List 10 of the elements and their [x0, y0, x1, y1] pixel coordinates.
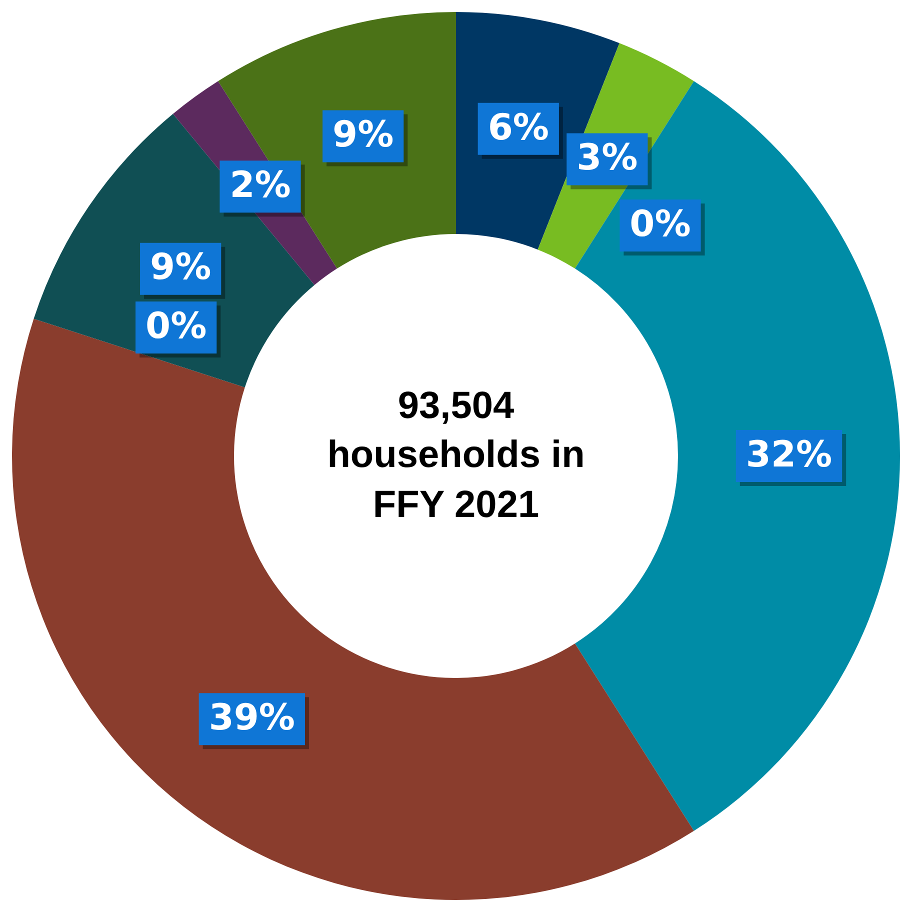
data-label: 32% — [746, 434, 832, 476]
data-label: 9% — [150, 247, 212, 288]
data-label: 3% — [576, 138, 638, 179]
data-label: 9% — [332, 114, 394, 156]
data-label: 39% — [208, 697, 295, 738]
text: 0% — [146, 306, 207, 347]
data-label: 6% — [488, 107, 549, 148]
text: 93,504 households in FFY 2021 — [326, 384, 586, 528]
data-label: 2% — [230, 164, 291, 206]
text: 0% — [630, 204, 691, 245]
